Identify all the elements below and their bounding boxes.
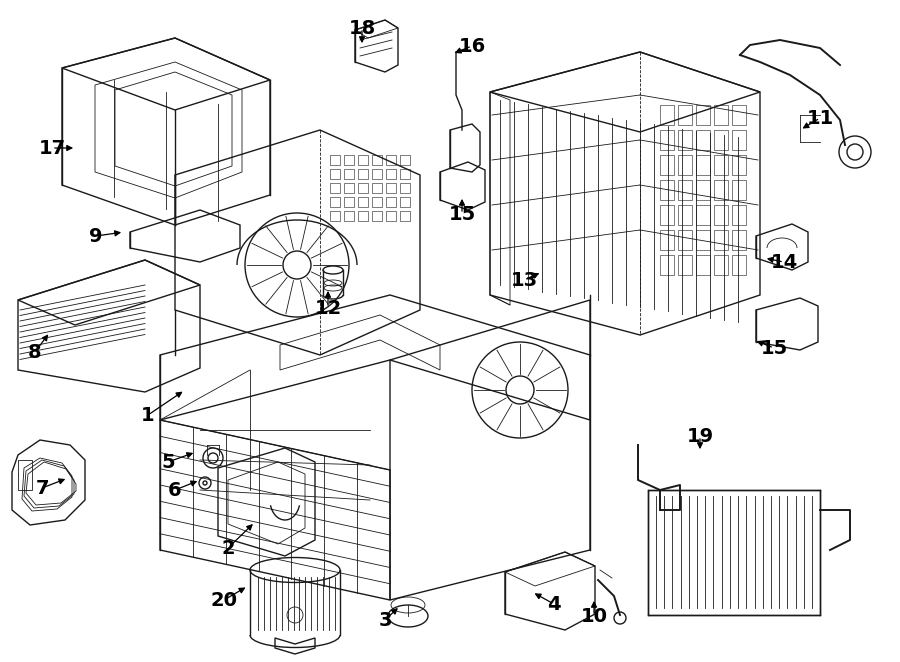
Text: 4: 4: [547, 594, 561, 614]
Text: 11: 11: [806, 109, 833, 128]
Text: 15: 15: [760, 338, 788, 357]
Text: 18: 18: [348, 19, 375, 38]
Text: 10: 10: [580, 606, 608, 626]
Text: 9: 9: [89, 226, 103, 246]
Text: 7: 7: [35, 479, 49, 498]
Text: 17: 17: [39, 138, 66, 158]
Text: 15: 15: [448, 205, 475, 224]
Text: 2: 2: [221, 538, 235, 557]
Text: 3: 3: [378, 610, 392, 630]
Text: 6: 6: [168, 481, 182, 500]
Text: 5: 5: [161, 453, 175, 471]
Text: 13: 13: [510, 271, 537, 289]
Text: 16: 16: [458, 36, 486, 56]
Text: 14: 14: [770, 252, 797, 271]
Bar: [18, 460, 32, 490]
Text: 20: 20: [211, 591, 238, 610]
Text: 12: 12: [314, 299, 342, 318]
Text: 8: 8: [28, 342, 41, 361]
Text: 1: 1: [141, 406, 155, 424]
Text: 19: 19: [687, 426, 714, 446]
